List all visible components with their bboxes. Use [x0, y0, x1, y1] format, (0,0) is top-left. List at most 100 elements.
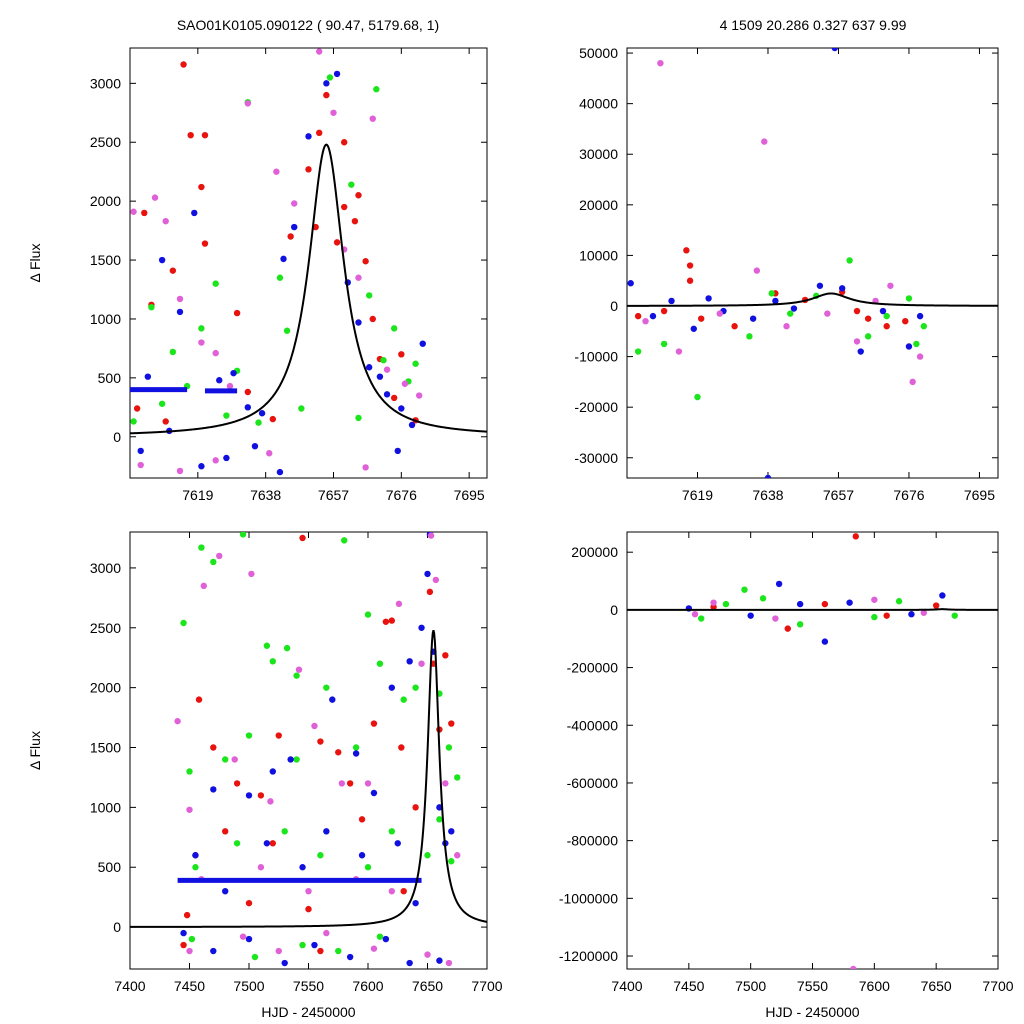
data-point-violet — [323, 929, 330, 937]
data-point-blue — [144, 373, 152, 380]
data-point-violet — [176, 467, 184, 475]
data-point-blue — [838, 285, 846, 292]
data-point-green — [864, 333, 872, 340]
data-point-red — [412, 804, 419, 811]
data-point-violet — [424, 951, 431, 958]
data-point-green — [846, 257, 853, 264]
data-point-violet — [454, 852, 461, 859]
x-tick-label: 7650 — [921, 978, 952, 994]
data-point-green — [233, 840, 241, 847]
y-tick-label: 200000 — [571, 544, 618, 560]
data-point-violet — [401, 380, 409, 387]
y-tick-label: 10000 — [579, 247, 618, 263]
data-point-red — [183, 911, 191, 919]
data-point-blue — [376, 373, 384, 380]
data-point-blue — [176, 308, 184, 316]
data-point-green — [317, 852, 324, 859]
data-point-blue — [158, 256, 166, 264]
data-point-blue — [939, 592, 946, 599]
data-point-blue — [436, 957, 443, 964]
x-tick-label: 7638 — [250, 487, 281, 503]
y-tick-label: 0 — [113, 429, 121, 445]
data-point-green — [424, 852, 431, 859]
data-point-red — [335, 749, 342, 756]
y-tick-label: 0 — [610, 602, 618, 618]
data-point-blue — [816, 282, 824, 289]
data-point-blue — [649, 312, 657, 320]
x-tick-label: 7400 — [114, 978, 145, 994]
data-point-violet — [383, 366, 391, 373]
data-point-violet — [388, 887, 395, 895]
data-point-red — [317, 738, 324, 745]
data-point-blue — [690, 325, 697, 332]
data-point-red — [370, 720, 378, 727]
data-point-blue — [772, 297, 779, 305]
y-tick-label: -200000 — [567, 660, 619, 676]
data-point-red — [686, 262, 694, 269]
data-point-red — [852, 533, 859, 540]
data-point-green — [281, 828, 288, 835]
data-point-blue — [406, 959, 413, 967]
y-tick-label: 500 — [98, 370, 122, 386]
data-point-violet — [369, 115, 376, 122]
data-point-green — [335, 947, 342, 955]
data-point-blue — [382, 935, 390, 943]
data-point-red — [686, 277, 694, 284]
data-point-red — [195, 696, 203, 703]
data-point-blue — [905, 343, 913, 350]
data-point-violet — [783, 323, 790, 330]
data-point-violet — [198, 339, 205, 346]
plot-body — [627, 533, 998, 969]
data-point-blue — [269, 768, 276, 775]
data-point-blue — [821, 638, 829, 645]
data-point-blue — [137, 447, 144, 455]
data-point-red — [390, 394, 398, 402]
data-point-red — [233, 780, 241, 787]
data-point-violet — [916, 353, 924, 360]
data-point-violet — [311, 722, 318, 730]
data-point-red — [169, 267, 177, 274]
data-point-blue — [627, 280, 634, 287]
data-point-green — [169, 348, 177, 356]
data-point-green — [365, 292, 373, 299]
x-tick-label: 7550 — [797, 978, 828, 994]
data-point-green — [192, 864, 199, 871]
data-point-red — [398, 744, 405, 751]
data-point-red — [187, 131, 194, 139]
data-point-green — [390, 325, 398, 332]
data-point-blue — [790, 305, 798, 312]
data-point-red — [198, 183, 205, 191]
data-point-violet — [871, 596, 878, 603]
x-tick-label: 7450 — [673, 978, 704, 994]
data-point-blue — [857, 348, 864, 355]
data-point-violet — [675, 348, 683, 355]
data-point-violet — [174, 717, 181, 725]
data-point-red — [305, 166, 312, 173]
data-point-violet — [710, 599, 717, 606]
data-point-violet — [753, 267, 761, 274]
data-point-blue — [355, 319, 362, 326]
data-point-violet — [642, 317, 649, 325]
data-point-blue — [245, 935, 253, 943]
data-point-red — [323, 91, 330, 99]
data-point-blue — [448, 828, 455, 835]
data-point-violet — [266, 450, 273, 457]
data-point-red — [351, 217, 359, 225]
data-point-blue — [749, 315, 757, 322]
panel-bottom-left: 7400 7450 7500 7550 7600 7650 7700 0 500 1000 1500… — [27, 531, 503, 1020]
x-tick-label: 7550 — [293, 978, 324, 994]
data-point-violet — [162, 217, 169, 225]
data-point-green — [634, 348, 642, 355]
data-point-blue — [323, 80, 330, 87]
x-tick-label: 7638 — [752, 487, 783, 503]
data-point-red — [316, 129, 323, 137]
data-point-green — [276, 274, 284, 281]
data-point-green — [364, 864, 372, 871]
data-point-blue — [323, 828, 330, 835]
data-point-green — [255, 419, 262, 426]
data-point-blue — [764, 474, 772, 478]
data-point-red — [932, 602, 940, 609]
data-point-red — [388, 617, 395, 624]
y-tick-label: -600000 — [567, 775, 619, 791]
data-point-violet — [853, 338, 861, 345]
